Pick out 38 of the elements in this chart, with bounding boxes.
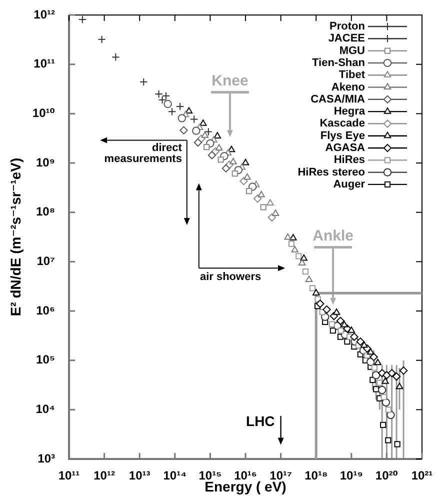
legend-label: Tien-Shan xyxy=(312,56,366,69)
legend-label: Kascade xyxy=(320,118,365,130)
legend-label: AGASA xyxy=(325,142,366,154)
x-tick-label: 10¹² xyxy=(94,468,115,483)
y-tick-label: 10¹² xyxy=(34,7,55,22)
y-tick-label: 10⁵ xyxy=(36,352,55,367)
y-axis-title: E² dN/dE (m⁻²s⁻¹sr⁻¹eV) xyxy=(7,158,24,316)
legend-label: Tibet xyxy=(338,69,366,82)
y-tick-label: 10⁷ xyxy=(36,254,56,268)
y-tick-label: 10¹¹ xyxy=(34,56,55,71)
y-tick-label: 10¹⁰ xyxy=(32,106,55,120)
y-tick-label: 10⁴ xyxy=(36,402,56,416)
legend-label: MGU xyxy=(339,44,366,57)
x-tick-label: 10¹¹ xyxy=(58,468,80,483)
legend-label: Akeno xyxy=(331,81,366,94)
y-tick-label: 10⁸ xyxy=(36,204,55,219)
x-tick-label: 10²¹ xyxy=(411,468,433,483)
annotation: Ankle xyxy=(312,227,354,244)
legend-label: JACEE xyxy=(328,32,365,45)
legend-label: Proton xyxy=(330,20,366,33)
x-tick-label: 10¹⁸ xyxy=(304,468,328,483)
x-tick-label: 10¹³ xyxy=(128,468,150,483)
legend-label: CASA/MIA xyxy=(310,93,366,106)
y-tick-label: 10³ xyxy=(38,451,56,466)
legend-label: Hegra xyxy=(334,106,366,118)
legend-label: HiRes stereo xyxy=(298,166,366,178)
annotation: LHC xyxy=(246,412,275,429)
x-tick-label: 10²⁰ xyxy=(375,468,398,483)
x-tick-label: 10¹⁹ xyxy=(340,468,363,483)
y-tick-label: 10⁹ xyxy=(36,155,55,170)
annotation: direct measurements xyxy=(104,142,182,165)
annotation: Knee xyxy=(212,72,248,90)
x-tick-label: 10¹⁴ xyxy=(163,468,187,483)
annotation: air showers xyxy=(200,270,262,283)
legend-label: HiRes xyxy=(334,154,365,166)
legend-label: Auger xyxy=(333,178,366,190)
y-tick-label: 10⁶ xyxy=(36,303,55,318)
legend-label: Flys Eye xyxy=(320,130,365,142)
